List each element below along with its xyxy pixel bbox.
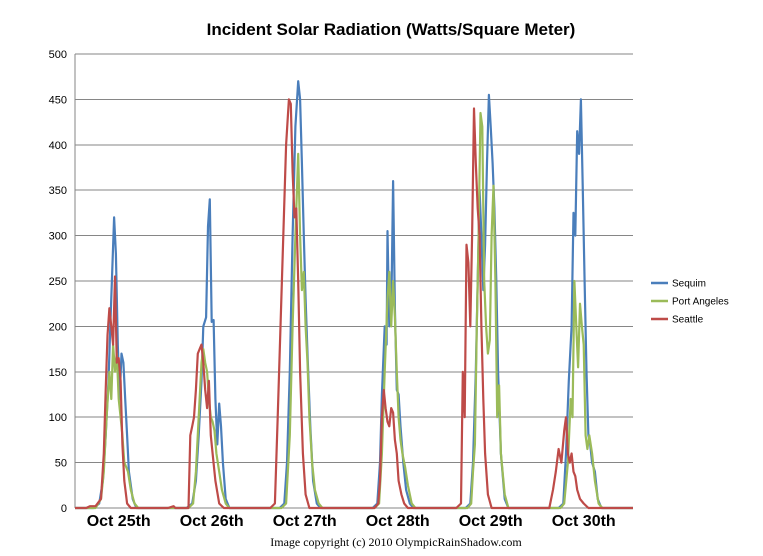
y-tick-label: 450: [49, 94, 67, 106]
chart-title: Incident Solar Radiation (Watts/Square M…: [207, 20, 576, 39]
series-lines: [75, 80, 633, 510]
legend-label: Sequim: [672, 279, 706, 290]
y-tick-label: 200: [49, 321, 67, 333]
legend-label: Seattle: [672, 315, 704, 326]
gridlines: [74, 53, 633, 509]
legend-label: Port Angeles: [672, 297, 729, 308]
x-tick-label: Oct 29th: [459, 513, 523, 530]
series-line-seattle: [75, 98, 633, 510]
y-tick-label: 250: [49, 276, 67, 288]
legend: Sequim Port Angeles Seattle: [651, 279, 729, 326]
y-tick-label: 500: [49, 49, 67, 61]
y-tick-label: 150: [49, 367, 67, 379]
x-tick-label: Oct 25th: [87, 513, 151, 530]
x-tick-label: Oct 26th: [180, 513, 244, 530]
y-tick-label: 300: [49, 231, 67, 243]
y-tick-label: 400: [49, 140, 67, 152]
x-axis-tick-labels: Oct 25th Oct 26th Oct 27th Oct 28th Oct 29th…: [87, 513, 616, 530]
x-tick-label: Oct 28th: [366, 513, 430, 530]
copyright-footer: Image copyright (c) 2010 OlympicRainShad…: [270, 535, 522, 549]
series-line-port-angeles: [75, 111, 633, 510]
y-tick-label: 0: [61, 503, 67, 515]
x-tick-label: Oct 27th: [273, 513, 337, 530]
y-axis-tick-labels: 0 50 100 150 200 250 300 350 400 450 500: [49, 49, 67, 515]
y-tick-label: 100: [49, 412, 67, 424]
y-tick-label: 50: [55, 458, 67, 470]
y-tick-label: 350: [49, 185, 67, 197]
x-tick-label: Oct 30th: [552, 513, 616, 530]
